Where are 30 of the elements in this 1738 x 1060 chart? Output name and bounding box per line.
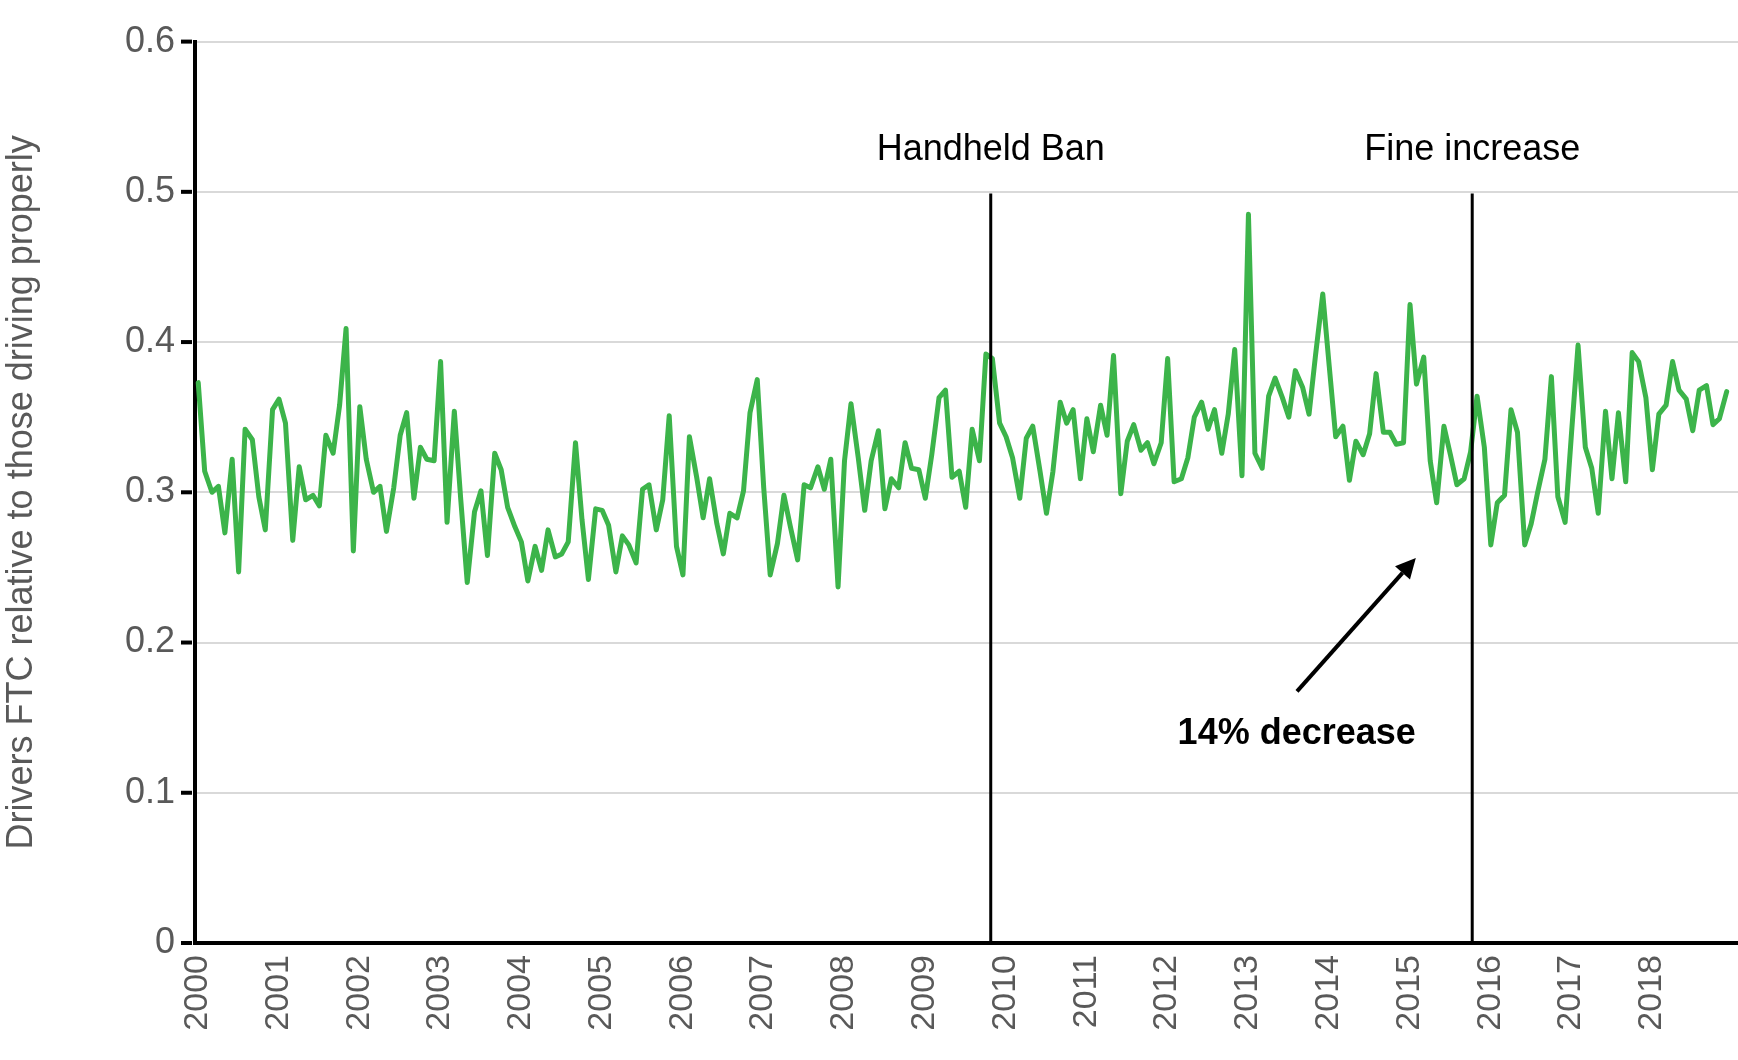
x-tick-label: 2006 — [660, 955, 699, 1031]
y-tick-label: 0 — [154, 919, 175, 961]
y-tick-label: 0.5 — [124, 168, 175, 210]
x-tick-label: 2000 — [176, 955, 214, 1031]
x-tick-label: 2016 — [1468, 955, 1507, 1031]
x-tick-label: 2001 — [256, 955, 295, 1031]
x-tick-label: 2018 — [1630, 955, 1669, 1031]
y-axis-title: Drivers FTC relative to those driving properly — [0, 135, 40, 850]
x-tick-label: 2002 — [337, 955, 376, 1031]
x-tick-label: 2017 — [1549, 955, 1588, 1031]
x-tick-label: 2010 — [983, 955, 1022, 1031]
y-tick-label: 0.3 — [124, 469, 175, 511]
x-tick-label: 2015 — [1387, 955, 1426, 1031]
ref-line-label: Handheld Ban — [876, 126, 1105, 168]
x-tick-label: 2013 — [1226, 955, 1265, 1031]
y-tick-label: 0.6 — [124, 18, 175, 60]
x-tick-label: 2011 — [1064, 955, 1103, 1029]
x-tick-label: 2007 — [741, 955, 780, 1031]
ref-line-label: Fine increase — [1364, 126, 1581, 168]
x-tick-label: 2004 — [499, 955, 538, 1031]
annotation: 14% decrease — [1177, 710, 1416, 752]
x-tick-label: 2009 — [903, 955, 942, 1031]
x-tick-label: 2003 — [418, 955, 457, 1031]
y-tick-label: 0.4 — [124, 318, 175, 360]
x-tick-label: 2012 — [1145, 955, 1184, 1031]
y-tick-label: 0.1 — [124, 769, 175, 811]
x-tick-label: 2005 — [579, 955, 618, 1031]
x-tick-label: 2008 — [822, 955, 861, 1031]
x-tick-label: 2014 — [1306, 955, 1345, 1031]
y-tick-label: 0.2 — [124, 619, 175, 661]
